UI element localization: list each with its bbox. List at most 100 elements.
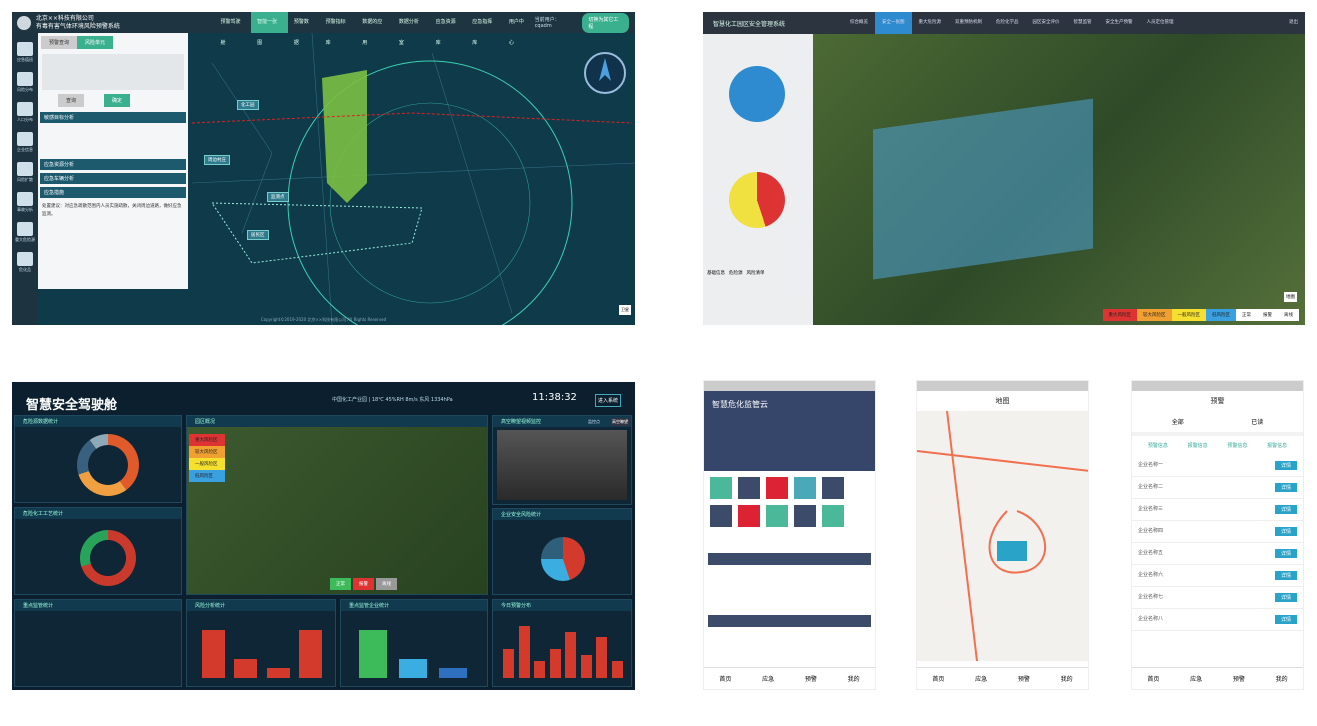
tab-mine[interactable]: 我的 — [1275, 676, 1288, 683]
tab-home[interactable]: 首页 — [932, 676, 945, 683]
list-item[interactable]: 企业名称五 详情 — [1132, 543, 1303, 565]
alarm-filter[interactable]: 报警 — [353, 578, 374, 590]
sidebar-icon[interactable] — [17, 162, 33, 176]
tab-warning-query[interactable]: 预警查询 — [41, 36, 78, 49]
confirm-button[interactable]: 确定 — [104, 94, 131, 107]
app-icon[interactable] — [738, 477, 760, 499]
nav-item[interactable]: 人员定位管理 — [1146, 20, 1174, 25]
nav-item[interactable]: 预警驾驶舱 — [220, 19, 241, 46]
query-button[interactable]: 查询 — [58, 94, 85, 107]
sidebar-label[interactable]: 企业信息 — [17, 147, 33, 152]
section-emergency-vehicles[interactable]: 应急车辆分析 — [40, 173, 186, 184]
nav-item[interactable]: 安全一张图 — [875, 12, 912, 34]
alert-chip[interactable]: 预警信息 — [1147, 443, 1168, 449]
offline-filter[interactable]: 离线 — [376, 578, 397, 590]
nav-item[interactable]: 综合概览 — [850, 20, 868, 25]
sidebar-label[interactable]: 应急值班 — [17, 57, 33, 62]
section-sensitive-targets[interactable]: 敏感目标分析 — [40, 112, 186, 123]
tab-emergency[interactable]: 应急 — [975, 676, 988, 683]
panel-tab[interactable]: 危险源 — [729, 271, 743, 276]
nav-item[interactable]: 安全生产预警 — [1105, 20, 1133, 25]
map-switch-button[interactable]: 地图 — [1284, 292, 1297, 302]
detail-button[interactable]: 详情 — [1274, 483, 1297, 492]
tab-high-view[interactable]: 高空瞭望 — [611, 418, 629, 426]
enter-system-button[interactable]: 进入系统 — [595, 394, 622, 407]
alert-chip[interactable]: 预警信息 — [1227, 443, 1248, 449]
nav-item[interactable]: 数据的应用 — [362, 19, 383, 46]
sidebar-icon[interactable] — [17, 222, 33, 236]
filter-all[interactable]: 全部 — [1171, 419, 1184, 426]
sidebar-label[interactable]: 事故分析 — [17, 207, 33, 212]
park-zone-overlay[interactable] — [873, 98, 1093, 280]
tab-home[interactable]: 首页 — [1147, 676, 1160, 683]
sidebar-icon[interactable] — [17, 132, 33, 146]
tab-home[interactable]: 首页 — [719, 676, 732, 683]
list-item[interactable]: 企业名称七 详情 — [1132, 587, 1303, 609]
detail-button[interactable]: 详情 — [1274, 461, 1297, 470]
app-icon[interactable] — [822, 505, 844, 527]
normal-filter[interactable]: 正常 — [330, 578, 351, 590]
sidebar-label[interactable]: 人口分布 — [17, 117, 33, 122]
sidebar-label[interactable]: 风险分布 — [17, 87, 33, 92]
panel-park-map[interactable]: 园区概况 重大风险区 较大风险区 一般风险区 低风险区 正常 报警 离线 — [186, 415, 488, 595]
list-item[interactable]: 企业名称四 详情 — [1132, 521, 1303, 543]
alert-chip[interactable]: 报警信息 — [1267, 443, 1288, 449]
app-icon[interactable] — [794, 477, 816, 499]
section-measures[interactable]: 应急措施 — [40, 187, 186, 198]
sidebar-icon[interactable] — [17, 72, 33, 86]
detail-button[interactable]: 详情 — [1274, 593, 1297, 602]
nav-item[interactable]: 重大危险源 — [918, 20, 942, 25]
nav-item[interactable]: 应急资源库 — [435, 19, 456, 46]
map-label[interactable]: 监测点 — [267, 192, 289, 202]
nav-item[interactable]: 园区安全评价 — [1032, 20, 1060, 25]
tab-mine[interactable]: 我的 — [1060, 676, 1073, 683]
list-item[interactable]: 企业名称六 详情 — [1132, 565, 1303, 587]
app-icon[interactable] — [710, 477, 732, 499]
tab-emergency[interactable]: 应急 — [1190, 676, 1203, 683]
app-icon[interactable] — [766, 505, 788, 527]
filter-read[interactable]: 已读 — [1251, 419, 1264, 426]
video-player[interactable] — [497, 430, 627, 500]
detail-button[interactable]: 详情 — [1274, 571, 1297, 580]
panel-tab[interactable]: 风险清单 — [746, 271, 765, 276]
sidebar-label[interactable]: 风险扩散 — [17, 177, 33, 182]
switch-project-button[interactable]: 切换为其它工程 — [582, 12, 629, 33]
query-form[interactable] — [42, 54, 184, 90]
detail-button[interactable]: 详情 — [1274, 505, 1297, 514]
tab-warning[interactable]: 预警 — [1017, 676, 1030, 683]
app-icon[interactable] — [710, 505, 732, 527]
map-label[interactable]: 居民区 — [247, 230, 269, 240]
map-label[interactable]: 化工园 — [237, 100, 259, 110]
list-item[interactable]: 企业名称三 详情 — [1132, 499, 1303, 521]
nav-item[interactable]: 用户中心 — [508, 19, 524, 46]
tab-monitor-point[interactable]: 监控点 — [588, 419, 600, 424]
sidebar-icon[interactable] — [17, 192, 33, 206]
alert-chip[interactable]: 报警信息 — [1187, 443, 1208, 449]
sidebar-icon[interactable] — [17, 42, 33, 56]
nav-item[interactable]: 智能一张图 — [251, 12, 288, 46]
sidebar-icon[interactable] — [17, 102, 33, 116]
logout-button[interactable]: 退出 — [1289, 20, 1298, 25]
app-icon[interactable] — [738, 505, 760, 527]
sidebar-icon[interactable] — [17, 252, 33, 266]
nav-item[interactable]: 数据分析室 — [398, 19, 419, 46]
app-icon[interactable] — [794, 505, 816, 527]
nav-item[interactable]: 危险化学品 — [996, 20, 1019, 25]
tab-warning[interactable]: 预警 — [804, 676, 817, 683]
section-emergency-resources[interactable]: 应急资源分析 — [40, 159, 186, 170]
nav-item[interactable]: 预警数据 — [293, 19, 309, 46]
mobile-map-view[interactable] — [917, 410, 1088, 662]
basemap-toggle[interactable]: 卫星 — [619, 305, 631, 315]
map-label[interactable]: 周边村庄 — [204, 155, 230, 165]
sidebar-label[interactable]: 危化品 — [19, 267, 31, 272]
nav-item[interactable]: 双重预防机制 — [955, 20, 982, 25]
detail-button[interactable]: 详情 — [1274, 549, 1297, 558]
detail-button[interactable]: 详情 — [1274, 527, 1297, 536]
panel-tab[interactable]: 基础信息 — [707, 271, 725, 276]
nav-item[interactable]: 预警指标库 — [325, 19, 346, 46]
list-item[interactable]: 企业名称二 详情 — [1132, 477, 1303, 499]
app-icon[interactable] — [766, 477, 788, 499]
detail-button[interactable]: 详情 — [1274, 615, 1297, 624]
tab-mine[interactable]: 我的 — [847, 676, 860, 683]
nav-item[interactable]: 智慧监管 — [1073, 20, 1092, 25]
